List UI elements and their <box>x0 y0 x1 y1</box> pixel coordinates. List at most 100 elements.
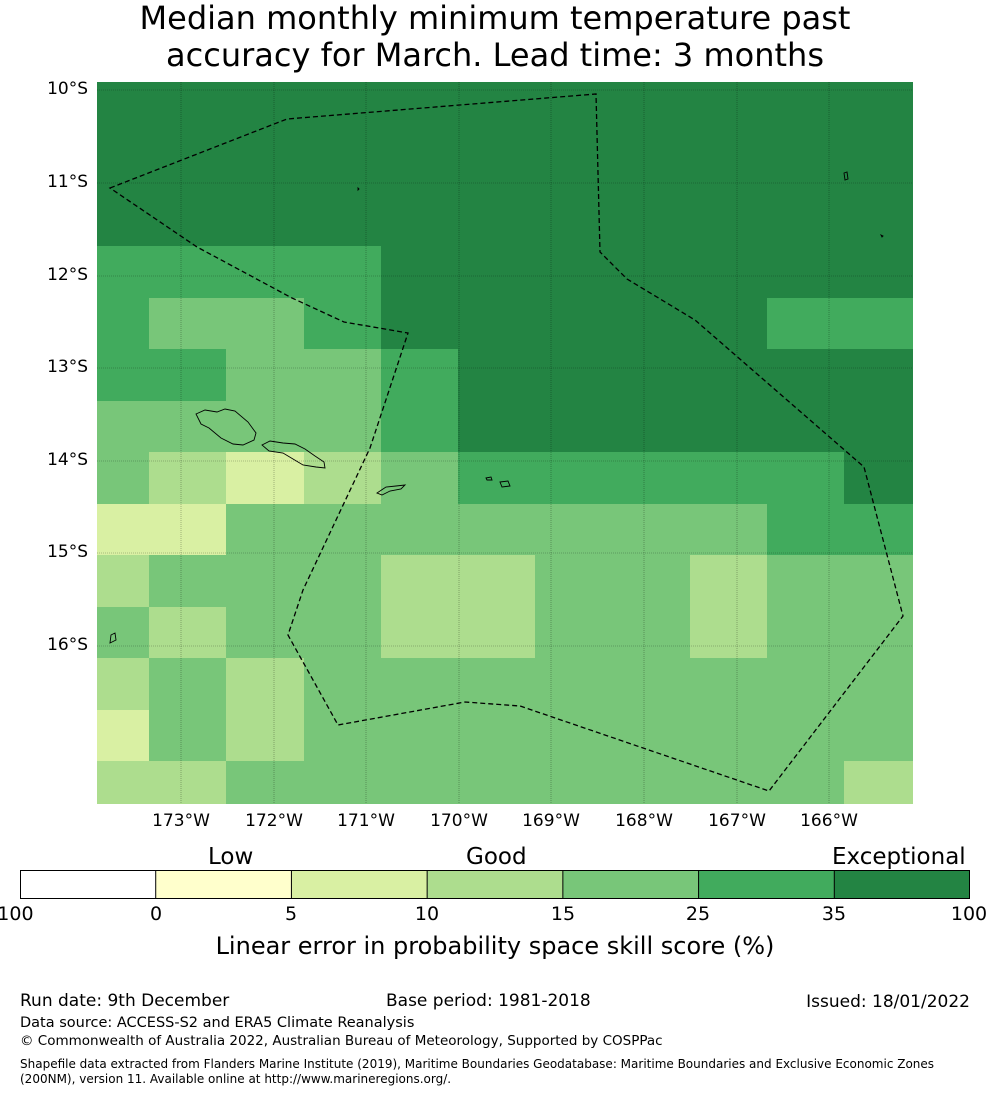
lat-label-12s: 12°S <box>47 265 88 285</box>
lat-label-13s: 13°S <box>47 357 88 377</box>
skill-grid-cell <box>149 132 227 196</box>
skill-grid-cell <box>381 132 459 196</box>
legend-category-low: Low <box>208 844 254 870</box>
skill-grid-cell <box>844 555 913 608</box>
base-period: Base period: 1981-2018 <box>386 991 591 1011</box>
colorbar-tick: 100 <box>950 903 988 925</box>
skill-grid-cell <box>690 710 768 762</box>
skill-grid-cell <box>226 504 305 556</box>
skill-grid-cell <box>767 504 845 556</box>
skill-grid-cell <box>690 452 768 505</box>
skill-grid-cell <box>304 82 382 133</box>
title-line-1: Median monthly minimum temperature past <box>139 0 851 37</box>
skill-grid-cell <box>690 349 768 402</box>
skill-grid-cell <box>381 555 459 608</box>
skill-grid-cell <box>458 246 536 299</box>
skill-grid-cell <box>613 504 691 556</box>
skill-grid-cell <box>690 504 768 556</box>
eez-boundary-line <box>108 93 904 792</box>
skill-grid-cell <box>535 349 614 402</box>
run-date: Run date: 9th December <box>20 991 230 1011</box>
lon-label-173w: 173°W <box>152 811 210 831</box>
ofu-island <box>485 476 493 481</box>
skill-grid-cell <box>458 555 536 608</box>
colorbar-tick: 10 <box>414 903 440 925</box>
skill-grid-cell <box>535 246 614 299</box>
skill-grid-cell <box>767 401 845 453</box>
skill-grid-cell <box>690 658 768 711</box>
skill-grid-cell <box>535 555 614 608</box>
skill-grid-cell <box>535 82 614 133</box>
upolu-island <box>195 408 257 446</box>
skill-grid-cell <box>767 658 845 711</box>
colorbar-segment <box>20 870 156 899</box>
lon-label-167w: 167°W <box>708 811 766 831</box>
skill-grid-cell <box>690 761 768 804</box>
small-islet-east <box>879 233 884 238</box>
skill-grid-cell <box>613 555 691 608</box>
skill-grid-cell <box>381 452 459 505</box>
skill-grid-cell <box>613 82 691 133</box>
skill-grid-cell <box>767 298 845 350</box>
colorbar-segment <box>291 870 428 899</box>
skill-grid-cell <box>149 761 227 804</box>
skill-grid-cell <box>304 452 382 505</box>
skill-grid-cell <box>381 82 459 133</box>
skill-grid-cell <box>149 349 227 402</box>
lon-label-171w: 171°W <box>337 811 395 831</box>
skill-grid-cell <box>535 607 614 659</box>
skill-grid-cell <box>767 607 845 659</box>
skill-grid-cell <box>767 452 845 505</box>
skill-grid-cell <box>690 298 768 350</box>
skill-grid-cell <box>535 401 614 453</box>
skill-grid-cell <box>97 246 150 299</box>
skill-grid-cell <box>304 504 382 556</box>
skill-grid-cell <box>304 298 382 350</box>
skill-grid-cell <box>844 82 913 133</box>
skill-grid <box>97 82 913 804</box>
skill-grid-cell <box>690 401 768 453</box>
skill-grid-cell <box>97 452 150 505</box>
skill-grid-cell <box>149 246 227 299</box>
skill-grid-cell <box>535 195 614 247</box>
colorbar-tick: -100 <box>0 903 34 925</box>
skill-grid-cell <box>304 132 382 196</box>
skill-grid-cell <box>226 658 305 711</box>
skill-grid-cell <box>226 555 305 608</box>
lon-label-170w: 170°W <box>430 811 488 831</box>
lat-label-16s: 16°S <box>47 635 88 655</box>
skill-grid-cell <box>844 195 913 247</box>
skill-grid-cell <box>613 132 691 196</box>
skill-grid-cell <box>690 246 768 299</box>
skill-grid-cell <box>149 452 227 505</box>
lat-label-15s: 15°S <box>47 542 88 562</box>
skill-grid-cell <box>381 298 459 350</box>
map-title: Median monthly minimum temperature past … <box>0 0 990 74</box>
skill-grid-cell <box>97 658 150 711</box>
skill-grid-cell <box>149 82 227 133</box>
skill-grid-cell <box>767 349 845 402</box>
data-source: Data source: ACCESS-S2 and ERA5 Climate … <box>20 1015 415 1031</box>
skill-grid-cell <box>304 607 382 659</box>
skill-grid-cell <box>381 246 459 299</box>
skill-grid-cell <box>844 761 913 804</box>
skill-grid-cell <box>613 195 691 247</box>
skill-grid-cell <box>844 246 913 299</box>
skill-grid-cell <box>381 504 459 556</box>
skill-grid-cell <box>97 555 150 608</box>
lat-label-14s: 14°S <box>47 450 88 470</box>
skill-grid-cell <box>97 298 150 350</box>
skill-grid-cell <box>613 607 691 659</box>
skill-grid-cell <box>149 504 227 556</box>
skill-grid-cell <box>97 132 150 196</box>
skill-grid-cell <box>535 132 614 196</box>
skill-grid-cell <box>613 452 691 505</box>
skill-grid-cell <box>226 246 305 299</box>
skill-grid-cell <box>535 658 614 711</box>
lon-label-166w: 166°W <box>800 811 858 831</box>
skill-grid-cell <box>690 607 768 659</box>
skill-grid-cell <box>381 658 459 711</box>
colorbar-tick: 15 <box>550 903 576 925</box>
tau-island <box>499 480 511 488</box>
land-outlines <box>109 171 884 644</box>
